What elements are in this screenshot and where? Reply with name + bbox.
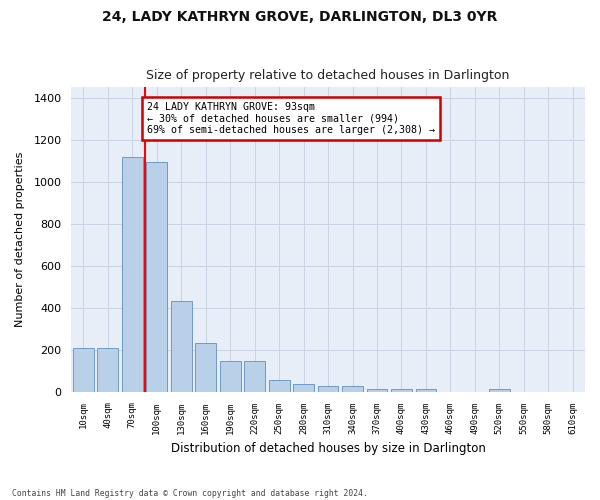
Text: Contains HM Land Registry data © Crown copyright and database right 2024.: Contains HM Land Registry data © Crown c… — [12, 488, 368, 498]
Title: Size of property relative to detached houses in Darlington: Size of property relative to detached ho… — [146, 69, 510, 82]
Bar — [220, 362, 241, 392]
Bar — [196, 344, 216, 392]
Bar — [416, 388, 436, 392]
Bar — [244, 362, 265, 392]
Y-axis label: Number of detached properties: Number of detached properties — [15, 152, 25, 327]
Bar — [317, 386, 338, 392]
Bar — [171, 302, 191, 392]
Bar — [146, 162, 167, 392]
Bar — [342, 386, 363, 392]
X-axis label: Distribution of detached houses by size in Darlington: Distribution of detached houses by size … — [170, 442, 485, 455]
Bar — [122, 156, 143, 392]
Bar — [391, 388, 412, 392]
Text: 24 LADY KATHRYN GROVE: 93sqm
← 30% of detached houses are smaller (994)
69% of s: 24 LADY KATHRYN GROVE: 93sqm ← 30% of de… — [147, 102, 435, 135]
Bar — [97, 348, 118, 392]
Bar — [73, 348, 94, 392]
Bar — [489, 389, 510, 392]
Bar — [293, 384, 314, 392]
Bar — [269, 380, 290, 392]
Text: 24, LADY KATHRYN GROVE, DARLINGTON, DL3 0YR: 24, LADY KATHRYN GROVE, DARLINGTON, DL3 … — [103, 10, 497, 24]
Bar — [367, 389, 388, 392]
